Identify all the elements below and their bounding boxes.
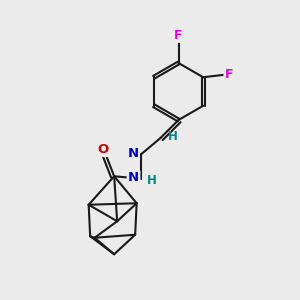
Text: H: H — [168, 130, 178, 143]
Text: O: O — [98, 143, 109, 156]
Text: F: F — [225, 68, 233, 81]
Text: F: F — [174, 28, 183, 42]
Text: N: N — [128, 171, 139, 184]
Text: H: H — [147, 174, 157, 187]
Text: N: N — [128, 147, 139, 160]
